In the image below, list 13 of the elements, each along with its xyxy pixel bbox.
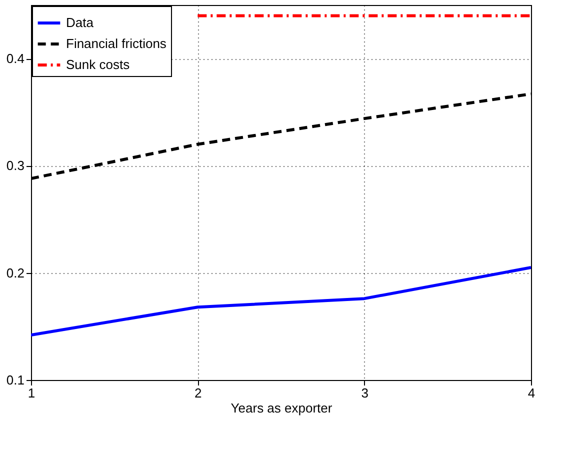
x-tick-label: 3 [361,386,368,400]
y-tick-label: 0.3 [6,158,24,174]
y-tick-label: 0.2 [6,265,24,280]
x-tick-label: 1 [28,386,36,400]
x-tick-label: 4 [528,386,536,400]
legend-label: Sunk costs [66,57,130,72]
line-series [31,266,531,336]
y-tick-label: 0.4 [6,51,24,66]
x-axis-title: Years as exporter [230,400,333,416]
x-tick-label: 2 [194,386,202,400]
legend-label: Data [66,15,94,30]
y-tick-label: 0.1 [6,372,24,388]
legend-label: Financial frictions [66,36,167,51]
